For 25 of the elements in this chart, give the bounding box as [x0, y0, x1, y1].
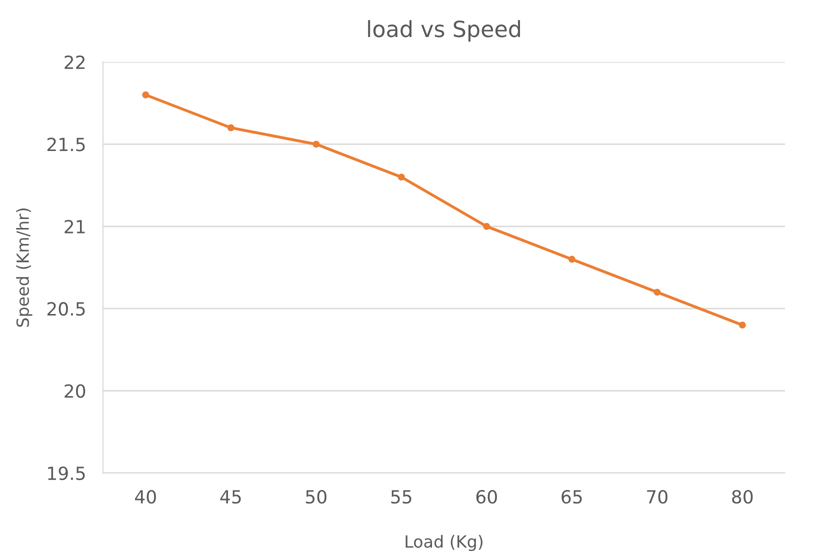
x-tick-label: 70: [647, 490, 668, 504]
point: [398, 174, 405, 181]
y-tick-label: 22: [64, 55, 85, 69]
point: [483, 222, 490, 230]
y-axis-title: Speed (Km/hr): [16, 208, 32, 327]
point: [568, 256, 576, 263]
x-tick-label: 60: [476, 490, 497, 504]
x-tick-label: 40: [135, 490, 156, 504]
x-tick-label: 55: [391, 490, 412, 504]
point: [227, 124, 234, 132]
y-tick-label: 21: [64, 220, 85, 234]
point: [738, 322, 746, 329]
y-tick-label: 20.5: [47, 302, 85, 316]
chart-title: load vs Speed: [368, 20, 520, 42]
point: [654, 288, 661, 296]
x-tick-label: 45: [220, 490, 241, 504]
x-tick-label: 80: [732, 490, 753, 504]
y-tick-label: 20: [64, 384, 86, 398]
point: [142, 91, 150, 98]
x-tick-label: 50: [306, 490, 326, 504]
x-axis-title: Load (Kg): [406, 534, 482, 552]
x-tick-label: 65: [562, 490, 582, 504]
point: [312, 140, 320, 148]
y-tick-label: 21.5: [47, 138, 85, 152]
y-tick-label: 19.5: [48, 466, 85, 480]
